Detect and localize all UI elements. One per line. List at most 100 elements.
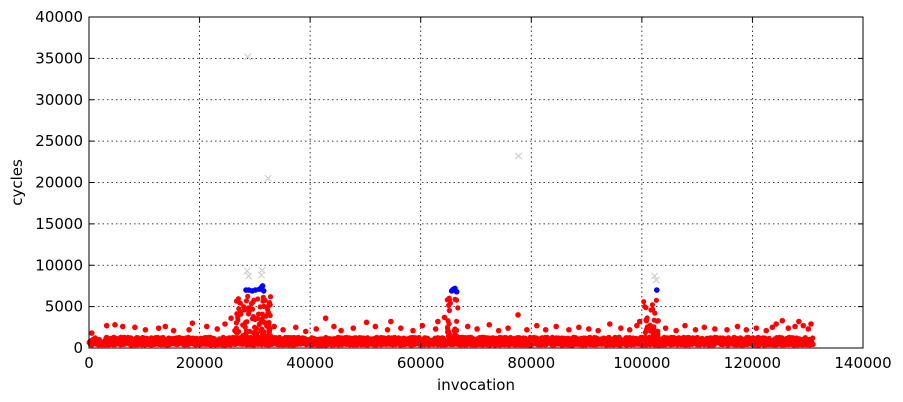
data-point [103,322,110,329]
data-point [255,296,261,302]
data-point [551,341,557,347]
data-point [654,334,661,340]
data-point [454,334,461,340]
data-point [665,335,671,341]
x-tick-label: 120000 [724,354,781,372]
data-point [739,342,745,348]
x-tick-label: 0 [84,354,94,372]
data-point [267,312,273,319]
data-point [446,307,452,314]
data-point [643,317,649,323]
data-point [228,315,234,322]
data-point [373,341,379,347]
data-point [577,341,583,347]
x-tick-label: 20000 [176,354,224,372]
axis-ticks: 0 20000 40000 60000 80000 100000 120000 140000 0… [35,8,891,372]
data-point [259,316,265,322]
x-tick-label: 100000 [613,354,670,372]
data-point [132,341,138,348]
data-point [648,339,654,345]
data-point [716,336,722,342]
data-point [378,338,384,344]
data-point [657,342,663,348]
data-point [398,325,404,331]
data-point [435,318,441,325]
data-point [650,330,657,336]
data-point [262,320,268,326]
data-point [454,318,460,324]
data-point [260,294,266,300]
outlier-marker [257,271,266,279]
data-point [148,335,154,341]
x-tick-label: 140000 [834,354,891,372]
data-point [162,323,169,330]
data-point [322,336,329,342]
data-point [446,295,452,301]
data-point [419,322,426,329]
data-point [639,339,645,345]
data-point [338,327,344,334]
data-point [539,337,545,343]
data-point [636,318,643,325]
data-points [86,53,816,348]
data-point [566,326,572,333]
data-point [576,324,582,331]
data-point [317,340,323,347]
data-point [243,340,249,346]
data-point [203,323,210,330]
data-point [451,328,457,334]
data-point [753,325,760,331]
data-point [444,324,451,330]
x-tick-label: 60000 [397,354,445,372]
data-point [266,319,272,326]
data-point [434,339,440,346]
data-point [568,341,574,348]
data-point [176,337,182,343]
outlier-marker [245,272,253,280]
data-point [243,319,249,325]
data-point [459,339,465,345]
data-point [243,328,249,334]
data-point [254,315,261,321]
data-point [166,335,172,341]
data-point [245,293,251,299]
data-point [776,334,782,340]
data-point [275,337,281,343]
data-point [137,337,143,343]
data-point [702,338,708,344]
data-point [372,323,379,330]
outlier-marker [243,267,251,275]
data-point [444,341,450,347]
data-point [810,335,816,341]
data-point [154,339,160,345]
data-point [676,341,682,347]
data-point [232,327,238,334]
data-point [260,331,266,337]
data-point [322,315,329,322]
data-point [505,325,511,331]
outlier-marker [652,276,660,284]
data-point [681,341,688,347]
data-point [692,326,699,333]
data-point [254,330,260,337]
data-point [399,337,405,344]
data-point [100,341,106,348]
data-point [649,302,656,308]
data-point [313,326,320,332]
data-point [505,337,511,344]
data-point [641,299,647,305]
data-point [388,318,394,325]
data-point [144,335,150,341]
data-point [654,318,660,324]
data-point [720,338,726,344]
data-point [104,335,110,341]
data-point [626,326,633,333]
data-point [269,341,275,347]
data-point [393,341,399,347]
data-point [724,326,730,333]
data-point [644,342,650,348]
x-axis-label: invocation [437,376,515,394]
y-tick-label: 15000 [35,215,83,233]
data-point [249,338,256,344]
data-point [222,321,228,327]
